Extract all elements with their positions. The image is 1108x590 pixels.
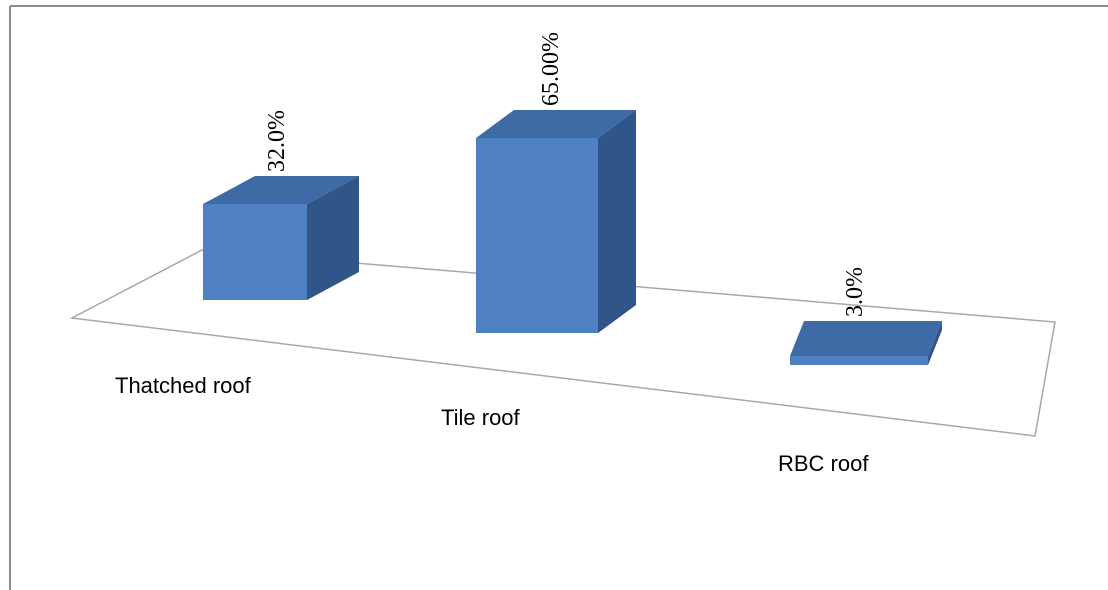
bar-side-face bbox=[928, 321, 942, 365]
category-label: RBC roof bbox=[778, 451, 869, 476]
bar-front-face bbox=[790, 356, 928, 365]
bar-top-face bbox=[790, 321, 942, 356]
value-label: 32.0% bbox=[264, 110, 290, 172]
category-label: Tile roof bbox=[441, 405, 521, 430]
category-labels-layer: Thatched roof Tile roof RBC roof bbox=[115, 373, 869, 476]
value-label: 3.0% bbox=[842, 267, 868, 317]
bar-front-face bbox=[203, 204, 307, 300]
category-label: Thatched roof bbox=[115, 373, 252, 398]
bar-tile-roof bbox=[476, 110, 636, 333]
bars-layer bbox=[203, 110, 942, 365]
bar-top-face bbox=[476, 110, 636, 138]
value-labels-layer: 32.0% 65.00% 3.0% bbox=[264, 32, 868, 317]
value-label: 65.00% bbox=[538, 32, 564, 106]
bar-rbc-roof bbox=[790, 321, 942, 365]
bar-top-face bbox=[203, 176, 359, 204]
bar-thatched-roof bbox=[203, 176, 359, 300]
bar-front-face bbox=[476, 138, 598, 333]
chart-floor bbox=[69, 249, 1056, 437]
bar-side-face bbox=[598, 110, 636, 333]
bar-side-face bbox=[307, 176, 359, 300]
